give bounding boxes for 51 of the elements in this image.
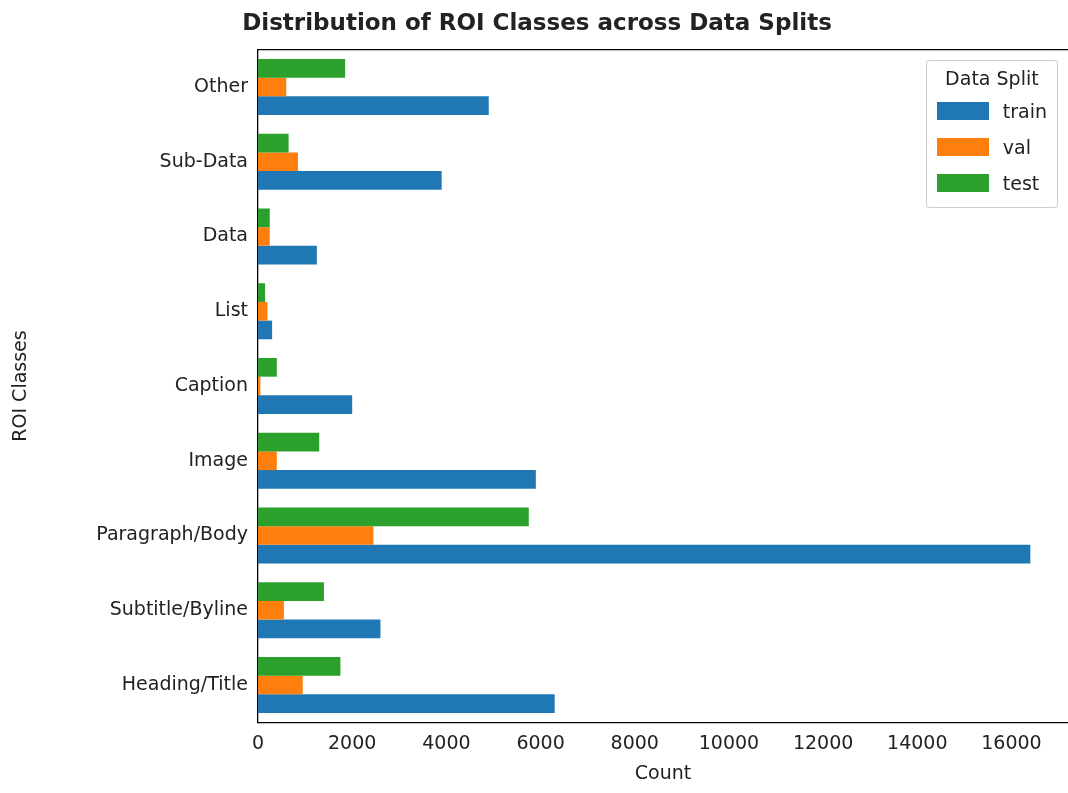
bar xyxy=(258,133,289,153)
y-tick-label: Caption xyxy=(174,372,248,395)
bar xyxy=(258,245,317,265)
bar xyxy=(258,357,277,377)
bar xyxy=(258,544,1031,564)
x-tick-label: 12000 xyxy=(792,730,854,753)
y-tick-label: Subtitle/Byline xyxy=(109,597,248,620)
bar xyxy=(258,694,555,714)
y-tick-label: Sub-Data xyxy=(159,148,248,171)
x-tick-label: 0 xyxy=(251,730,265,753)
x-tick-label: 2000 xyxy=(328,730,377,753)
y-axis-title: ROI Classes xyxy=(8,330,31,442)
legend-label: train xyxy=(1002,99,1047,122)
bar xyxy=(258,432,320,452)
bar xyxy=(258,526,374,545)
bar xyxy=(258,600,284,620)
x-axis-title: Count xyxy=(634,760,692,783)
x-tick-label: 6000 xyxy=(516,730,565,753)
bar xyxy=(258,656,341,676)
x-tick-label: 14000 xyxy=(887,730,948,753)
y-tick-label: Heading/Title xyxy=(121,671,248,694)
legend-label: test xyxy=(1002,171,1040,194)
legend-label: val xyxy=(1002,135,1031,158)
x-tick-label: 10000 xyxy=(698,730,760,753)
bar xyxy=(258,470,536,489)
legend-title: Data Split xyxy=(944,66,1040,89)
bar xyxy=(258,582,324,601)
bar xyxy=(258,301,268,321)
bar xyxy=(258,675,303,695)
bar xyxy=(258,171,442,190)
x-tick-label: 16000 xyxy=(981,730,1042,753)
bar xyxy=(258,77,287,97)
y-tick-label: List xyxy=(214,298,248,321)
y-tick-label: Data xyxy=(202,223,248,246)
bar xyxy=(258,152,299,172)
y-tick-label: Image xyxy=(188,447,248,470)
bar xyxy=(258,320,273,340)
y-tick-label: Other xyxy=(194,73,249,96)
bar xyxy=(258,395,353,415)
chart-title: Distribution of ROI Classes across Data Splits xyxy=(242,8,832,35)
bar xyxy=(258,208,270,228)
x-tick-label: 8000 xyxy=(610,730,659,753)
bar xyxy=(258,451,277,471)
bar xyxy=(258,227,270,246)
bar xyxy=(258,58,346,78)
bar xyxy=(258,507,529,527)
y-tick-label: Paragraph/Body xyxy=(96,522,248,545)
bar xyxy=(258,283,266,302)
bar xyxy=(258,619,381,639)
bar xyxy=(258,96,489,116)
x-tick-label: 4000 xyxy=(422,730,471,753)
